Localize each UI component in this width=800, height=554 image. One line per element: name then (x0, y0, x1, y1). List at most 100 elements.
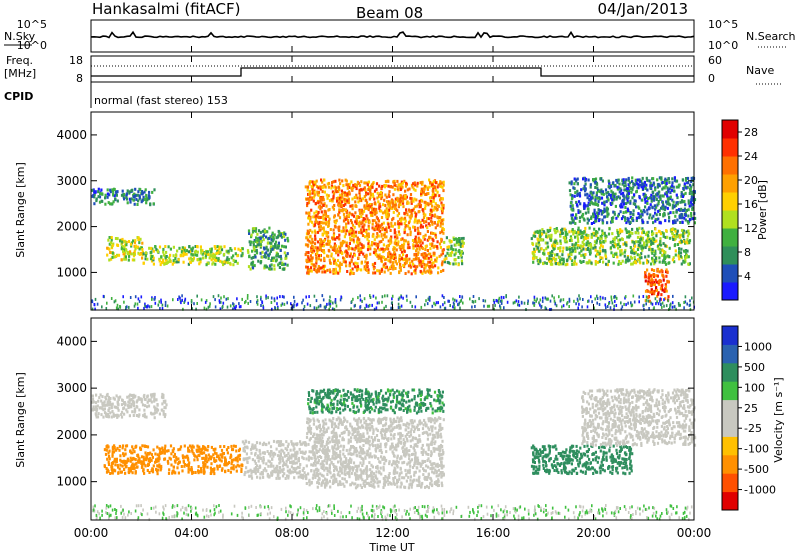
echo-cell (590, 235, 593, 239)
echo-cell (328, 217, 331, 221)
echo-cell (687, 255, 690, 259)
clutter-cell (651, 302, 654, 306)
clutter-cell (246, 294, 249, 297)
echo-cell (682, 229, 685, 233)
colorbar-frame (721, 119, 739, 301)
echo-cell (644, 246, 647, 249)
echo-cell (146, 394, 149, 398)
echo-cell (372, 271, 375, 275)
echo-cell (347, 191, 350, 195)
clutter-cell (302, 298, 304, 302)
echo-cell (341, 252, 344, 256)
echo-cell (623, 254, 626, 258)
echo-cell (642, 192, 645, 196)
echo-cell (216, 245, 219, 249)
echo-cell (665, 270, 668, 274)
echo-cell (352, 272, 355, 275)
echo-cell (646, 241, 649, 245)
echo-cell (309, 228, 312, 232)
clutter-cell (160, 300, 162, 304)
echo-cell (323, 239, 326, 243)
echo-cell (320, 240, 323, 244)
echo-cell (262, 233, 265, 237)
echo-cell (657, 182, 660, 186)
echo-cell (108, 406, 111, 410)
echo-cell (451, 250, 454, 254)
echo-cell (587, 244, 590, 248)
echo-cell (315, 179, 318, 183)
echo-cell (215, 256, 218, 260)
echo-cell (130, 394, 134, 397)
clutter-cell (553, 296, 555, 300)
echo-cell (116, 400, 119, 404)
echo-cell (370, 243, 373, 247)
echo-cell (354, 220, 357, 224)
echo-cell (429, 196, 432, 200)
echo-cell (273, 233, 276, 237)
clutter-cell (123, 300, 125, 304)
clutter-cell (150, 305, 153, 309)
echo-cell (265, 235, 268, 239)
echo-cell (594, 219, 597, 223)
echo-cell (535, 242, 538, 246)
echo-cell (391, 205, 394, 209)
clutter-cell (328, 302, 330, 306)
clutter-cell (184, 297, 187, 301)
echo-cell (673, 219, 676, 223)
clutter-cell (335, 304, 338, 308)
echo-cell (619, 210, 622, 214)
echo-cell (661, 181, 664, 184)
echo-cell (568, 181, 571, 185)
echo-cell (125, 408, 128, 412)
echo-cell (532, 234, 535, 238)
echo-cell (377, 256, 380, 260)
echo-cell (238, 457, 241, 461)
clutter-cell (293, 295, 295, 299)
echo-cell (649, 279, 652, 283)
echo-cell (615, 178, 618, 182)
clutter-cell (608, 302, 610, 306)
clutter-cell (326, 302, 328, 306)
echo-cell (418, 263, 421, 267)
clutter-cell (309, 304, 312, 308)
echo-cell (680, 191, 683, 194)
echo-cell (187, 262, 190, 266)
echo-cell (140, 398, 143, 402)
echo-cell (677, 183, 680, 187)
clutter-cell (333, 307, 336, 311)
echo-cell (389, 229, 392, 232)
echo-cell (657, 217, 660, 221)
echo-cell (430, 244, 433, 247)
clutter-cell (293, 305, 295, 309)
clutter-cell (499, 306, 502, 310)
echo-cell (662, 250, 666, 253)
clutter-cell (439, 305, 442, 309)
echo-cell (653, 240, 656, 244)
echo-cell (331, 205, 334, 209)
clutter-cell (497, 298, 500, 302)
clutter-cell (620, 307, 623, 311)
echo-cell (589, 200, 593, 204)
echo-cell (312, 199, 315, 203)
clutter-cell (576, 297, 579, 301)
echo-cell (136, 203, 139, 206)
echo-cell (616, 180, 619, 184)
echo-cell (558, 260, 561, 264)
echo-cell (380, 268, 384, 272)
echo-cell (173, 452, 176, 456)
echo-cell (610, 251, 613, 255)
echo-cell (662, 186, 665, 190)
echo-cell (157, 468, 160, 472)
echo-cell (109, 190, 112, 194)
echo-cell (602, 260, 605, 264)
echo-cell (338, 178, 341, 182)
echo-cell (661, 253, 664, 257)
echo-cell (320, 178, 323, 182)
echo-cell (538, 243, 541, 247)
clutter-cell (499, 304, 501, 308)
clutter-cell (655, 302, 657, 306)
clutter-cell (128, 305, 130, 309)
echo-cell (227, 257, 230, 261)
echo-cell (442, 268, 445, 272)
echo-cell (541, 228, 544, 232)
